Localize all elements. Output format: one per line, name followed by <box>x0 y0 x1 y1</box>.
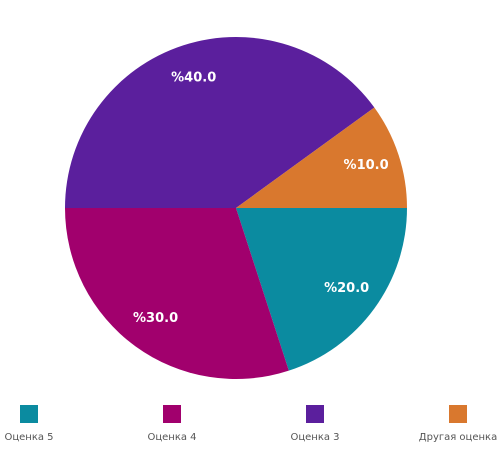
value-label: %30.0 <box>133 311 178 326</box>
legend-label: Оценка 4 <box>147 432 196 443</box>
legend-label: Другая оценка <box>419 432 497 443</box>
legend-swatch <box>306 405 324 423</box>
pie-slice <box>65 36 375 208</box>
pie-slice <box>236 208 407 371</box>
legend-label: Оценка 5 <box>4 432 53 443</box>
value-label: %20.0 <box>324 281 369 296</box>
value-label: %10.0 <box>344 158 389 173</box>
legend-label: Оценка 3 <box>290 432 339 443</box>
legend-swatch <box>20 405 38 423</box>
value-label: %40.0 <box>171 70 216 85</box>
pie-slice <box>236 107 407 208</box>
legend-swatch <box>163 405 181 423</box>
legend-swatch <box>449 405 467 423</box>
pie-slice <box>65 208 289 379</box>
